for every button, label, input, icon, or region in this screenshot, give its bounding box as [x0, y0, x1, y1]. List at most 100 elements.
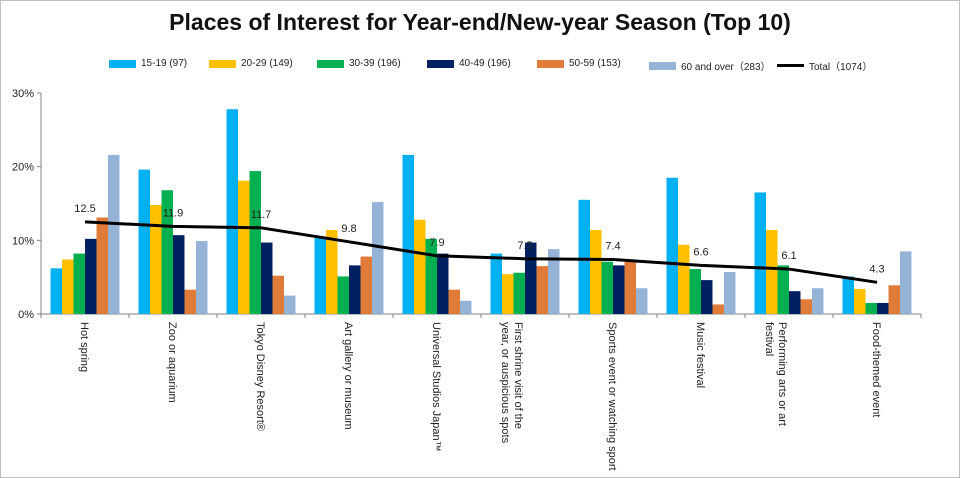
bar [525, 242, 537, 314]
y-tick-label: 10% [12, 235, 34, 247]
legend-item: 15-19 (97) [109, 58, 187, 69]
category-label: Universal Studios Japan™ [430, 322, 442, 452]
total-data-label: 4.3 [869, 263, 884, 275]
total-data-label: 9.8 [341, 223, 356, 235]
bar [150, 204, 162, 314]
bar [766, 230, 778, 314]
bar [888, 285, 900, 314]
bar [73, 253, 85, 314]
bar [460, 300, 472, 314]
total-data-label: 11.7 [251, 209, 272, 221]
bar [578, 199, 590, 314]
bar [326, 230, 338, 314]
bar [701, 280, 713, 314]
bar [800, 299, 812, 314]
legend-label: 30-39 (196) [349, 58, 401, 69]
bar [62, 259, 74, 314]
legend-label: Total（1074） [809, 62, 873, 73]
category-label: Music festival [694, 322, 706, 388]
bar [900, 251, 912, 314]
y-tick-label: 0% [18, 309, 34, 321]
total-data-label: 7.5 [517, 240, 532, 252]
total-data-label: 7.4 [605, 240, 620, 252]
legend-label: 15-19 (97) [141, 58, 188, 69]
bar [360, 256, 372, 314]
legend-swatch [109, 59, 136, 68]
bar [754, 192, 766, 314]
legend-swatch [537, 59, 564, 68]
bar [624, 260, 636, 314]
category-label: Food-themed event [870, 322, 882, 417]
total-data-label: 6.1 [781, 250, 796, 262]
bar [842, 276, 854, 314]
category-label: Hot spring [78, 322, 90, 372]
bar [789, 291, 801, 314]
bar [490, 253, 502, 314]
legend-swatch [427, 59, 454, 68]
bar [502, 274, 514, 314]
legend-line-swatch [777, 64, 804, 67]
bar [184, 289, 196, 314]
bar [854, 288, 866, 314]
bar [689, 269, 701, 314]
bar [425, 238, 437, 314]
y-tick-label: 20% [12, 162, 34, 174]
category-label: Art gallery or museum [342, 322, 354, 430]
category-label: Tokyo Disney Resort® [254, 322, 266, 431]
bar [96, 217, 108, 314]
bar [678, 244, 690, 314]
bar [349, 265, 361, 314]
bar [196, 241, 208, 314]
bar [536, 266, 548, 314]
category-label: Sports event or watching sport [606, 322, 618, 471]
bar [238, 180, 250, 314]
bar [724, 272, 736, 314]
category-label: Performing arts or artfestival [763, 322, 788, 426]
bar [636, 288, 648, 314]
legend-swatch [317, 59, 344, 68]
legend-item: 40-49 (196) [427, 58, 511, 69]
bar [777, 265, 789, 314]
total-line [84, 220, 878, 284]
bar [372, 202, 384, 314]
chart-title: Places of Interest for Year-end/New-year… [169, 9, 791, 35]
bar [877, 302, 889, 314]
total-data-label: 12.5 [74, 203, 95, 215]
bar [108, 154, 120, 314]
total-data-label: 7.9 [429, 237, 444, 249]
bar [601, 261, 613, 314]
bar [261, 242, 273, 314]
bar [284, 295, 296, 314]
bar [226, 109, 238, 314]
legend-label: 40-49 (196) [459, 58, 511, 69]
total-data-label: 6.6 [693, 246, 708, 258]
bar [402, 154, 414, 314]
y-tick-label: 30% [12, 88, 34, 100]
legend-item: 30-39 (196) [317, 58, 401, 69]
legend-swatch [649, 61, 676, 70]
bar [161, 190, 173, 314]
bar [666, 177, 678, 314]
legend-item: Total（1074） [777, 58, 872, 73]
bar [712, 304, 724, 314]
bar [85, 238, 97, 314]
bar [548, 249, 560, 314]
category-label: Zoo or aquarium [166, 322, 178, 403]
legend-label: 20-29 (149) [241, 58, 293, 69]
legend-label: 50-59 (153) [569, 58, 621, 69]
bar [272, 275, 284, 314]
bar [314, 238, 326, 314]
bar [249, 171, 261, 314]
bar [173, 235, 185, 314]
bar [812, 288, 824, 314]
category-label: First shrine visit of theyear, or auspic… [499, 322, 524, 444]
bar [138, 169, 150, 314]
bar [448, 289, 460, 314]
bar [50, 268, 62, 314]
legend-swatch [209, 59, 236, 68]
bar [590, 230, 602, 314]
bar [865, 302, 877, 314]
bar [414, 219, 426, 314]
